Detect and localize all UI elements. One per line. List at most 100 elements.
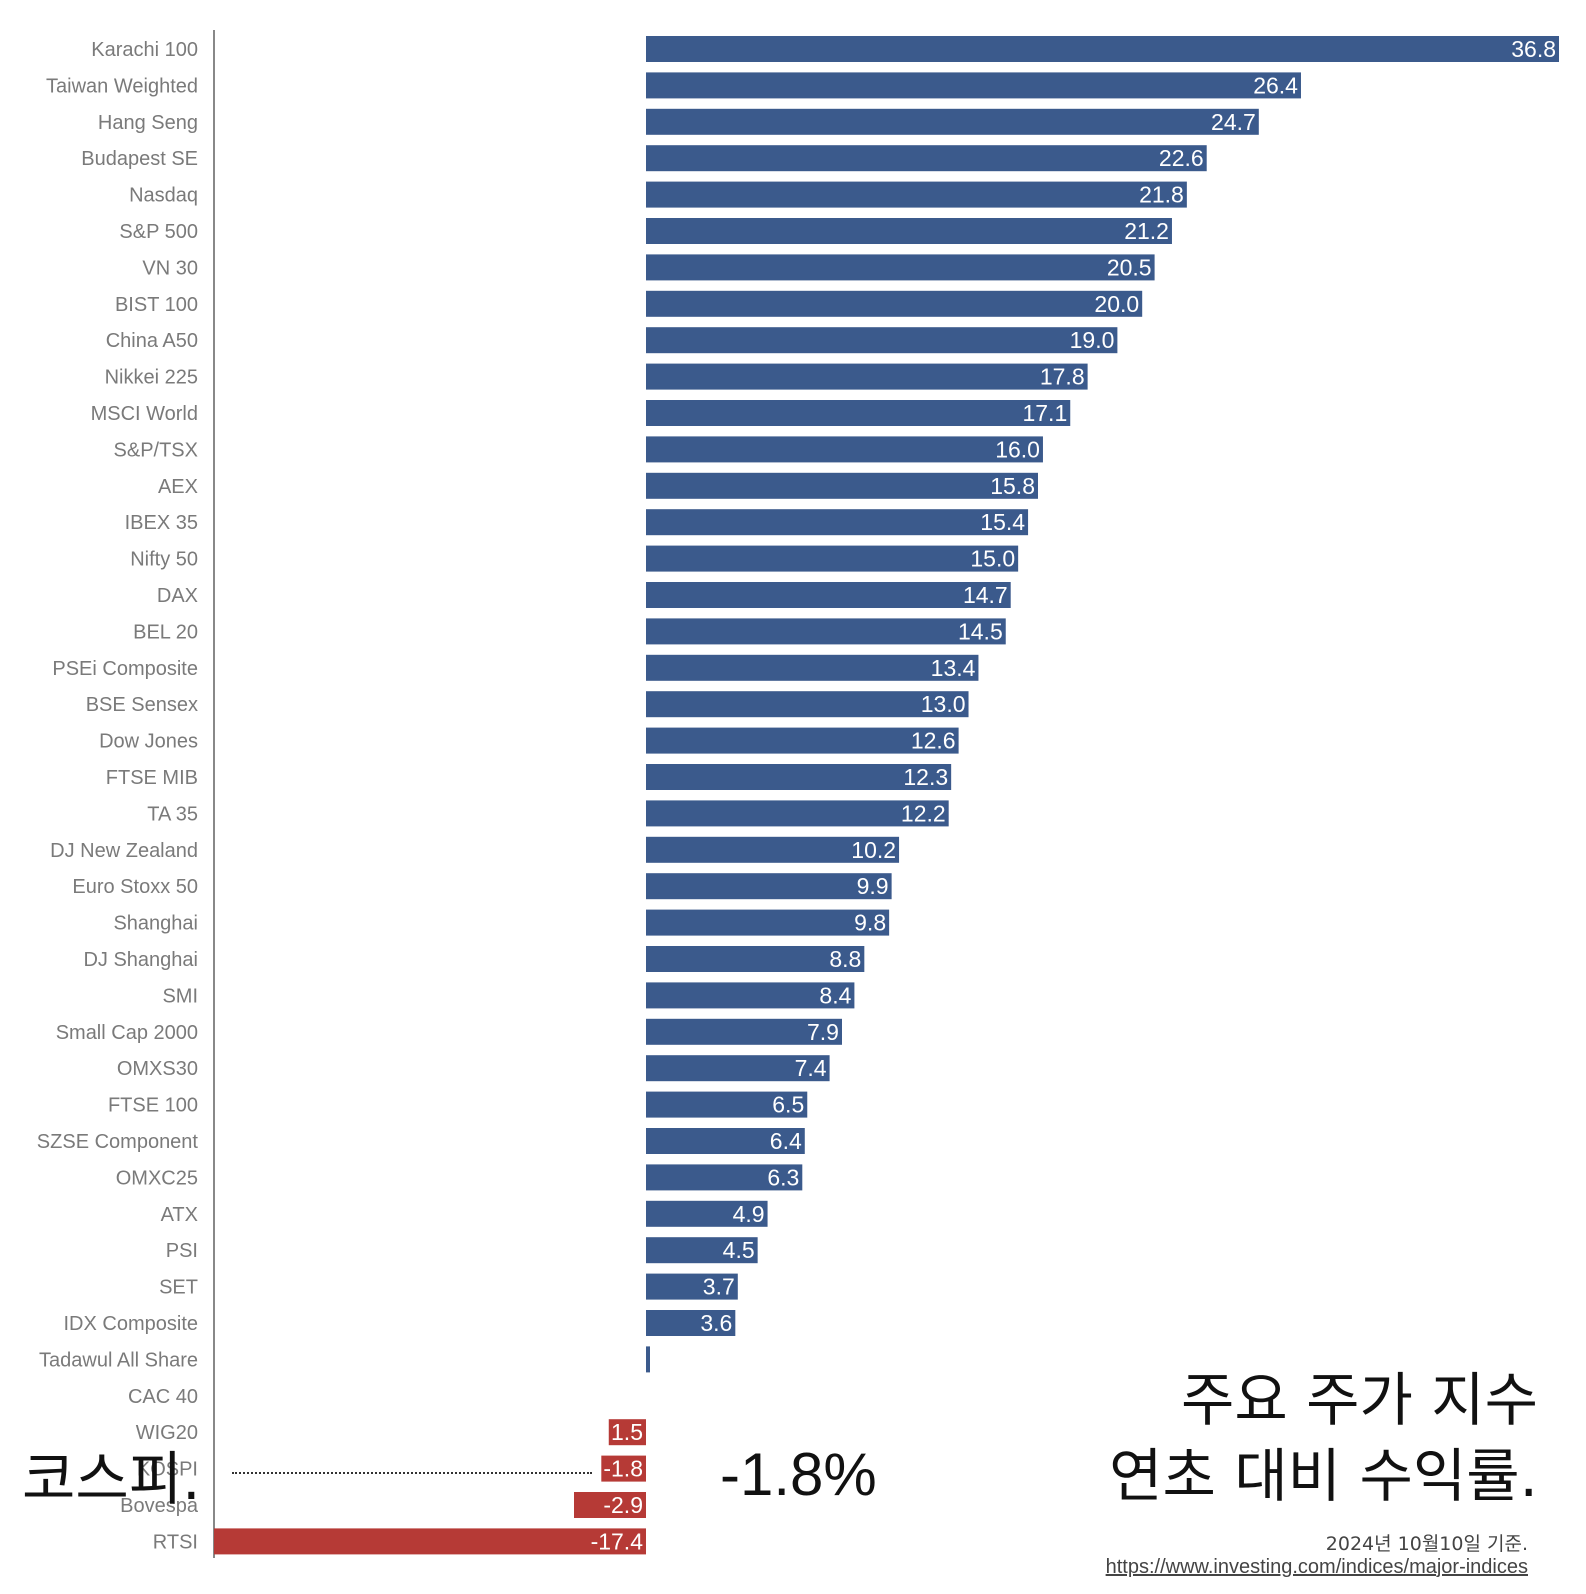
bar [646,1310,736,1336]
data-label: 9.8 [854,910,886,936]
category-label: BEL 20 [133,621,198,643]
category-label: AEX [158,476,198,498]
data-label: 7.4 [795,1055,827,1081]
bar [646,582,1011,608]
data-label: -17.4 [591,1528,644,1554]
bar [646,509,1029,536]
category-label: CAC 40 [128,1386,198,1408]
bar [646,108,1259,135]
data-label: 4.9 [733,1201,765,1227]
category-label: Nifty 50 [130,549,198,571]
data-label: -2.9 [603,1492,643,1518]
category-label: Hang Seng [98,112,198,134]
category-label: FTSE MIB [106,767,198,789]
bar [646,618,1006,645]
kospi-callout-label: 코스피. [22,1445,201,1513]
bar [574,1492,646,1518]
source-link[interactable]: https://www.investing.com/indices/major-… [1105,1556,1528,1578]
kospi-callout-value: -1.8% [720,1441,877,1508]
bar [646,400,1071,426]
bar [608,1419,646,1446]
category-label: DJ Shanghai [83,949,198,971]
category-label: FTSE 100 [108,1095,198,1117]
bar [646,1018,842,1045]
category-label: OMXC25 [116,1167,198,1189]
category-label: SET [159,1277,198,1299]
category-label: PSEi Composite [52,658,198,680]
kospi-leader-line [232,1472,592,1474]
bar [646,290,1143,317]
bar [646,436,1043,463]
data-label: 6.5 [772,1092,804,1118]
bar [646,1055,830,1082]
data-label: 24.7 [1211,109,1256,135]
title-line-1: 주요 주가 지수 [1180,1366,1538,1434]
data-label: 15.0 [970,546,1015,572]
data-label: 21.8 [1139,182,1184,208]
category-label: KOSPI [137,1459,198,1481]
category-label: Karachi 100 [91,39,198,61]
category-label: OMXS30 [117,1058,198,1080]
bar [646,946,865,972]
category-label: VN 30 [142,257,198,279]
bar [646,1346,650,1373]
data-label: 8.8 [829,946,861,972]
data-label: 3.7 [703,1274,735,1300]
category-label: Bovespa [120,1495,199,1517]
date-note: 2024년 10월10일 기준. [1325,1533,1528,1555]
data-label: 17.1 [1022,400,1067,426]
data-label: 19.0 [1070,327,1115,353]
data-label: 9.9 [857,873,889,899]
bar [646,1200,768,1227]
data-label: 16.0 [995,436,1040,462]
category-label: PSI [166,1240,198,1262]
bar [646,327,1118,354]
title-line-2: 연초 대비 수익률. [1109,1442,1538,1510]
data-label: 15.8 [990,473,1035,499]
category-label: BSE Sensex [86,694,198,716]
bar [646,727,959,754]
bar [646,873,892,900]
category-label: Shanghai [113,913,198,935]
category-label: Tadawul All Share [39,1349,198,1371]
data-label: 26.4 [1253,72,1298,98]
data-label: 20.5 [1107,254,1152,280]
data-label: 10.2 [851,837,896,863]
bar [646,1237,758,1264]
category-label: MSCI World [91,403,198,425]
bar [646,764,952,790]
data-label: 8.4 [819,982,851,1008]
data-label: 17.8 [1040,364,1085,390]
data-label: 14.7 [963,582,1008,608]
category-label: SZSE Component [37,1131,199,1153]
bar [601,1455,646,1482]
category-label: China A50 [106,330,198,352]
category-label: WIG20 [136,1422,198,1444]
bar [646,1164,803,1191]
category-label: Nasdaq [129,185,198,207]
category-label: S&P 500 [119,221,198,243]
data-label: 36.8 [1511,36,1556,62]
bar [646,909,890,936]
category-label: Euro Stoxx 50 [72,876,198,898]
category-label: BIST 100 [115,294,198,316]
data-label: 22.6 [1159,145,1204,171]
bar [646,800,949,827]
data-label: 4.5 [723,1237,755,1263]
bar [646,218,1172,244]
bar [646,836,900,863]
data-label: 3.6 [700,1310,732,1336]
category-label: IBEX 35 [125,512,198,534]
bar [646,363,1088,390]
bar [646,654,979,681]
category-label: Taiwan Weighted [46,75,198,97]
data-label: 1.5 [611,1419,643,1445]
bar [646,545,1019,572]
data-label: 7.9 [807,1019,839,1045]
category-label: Small Cap 2000 [56,1022,198,1044]
category-label: ATX [161,1204,198,1226]
data-label: 21.2 [1124,218,1169,244]
data-label: -1.8 [603,1456,643,1482]
bar [646,1273,738,1300]
